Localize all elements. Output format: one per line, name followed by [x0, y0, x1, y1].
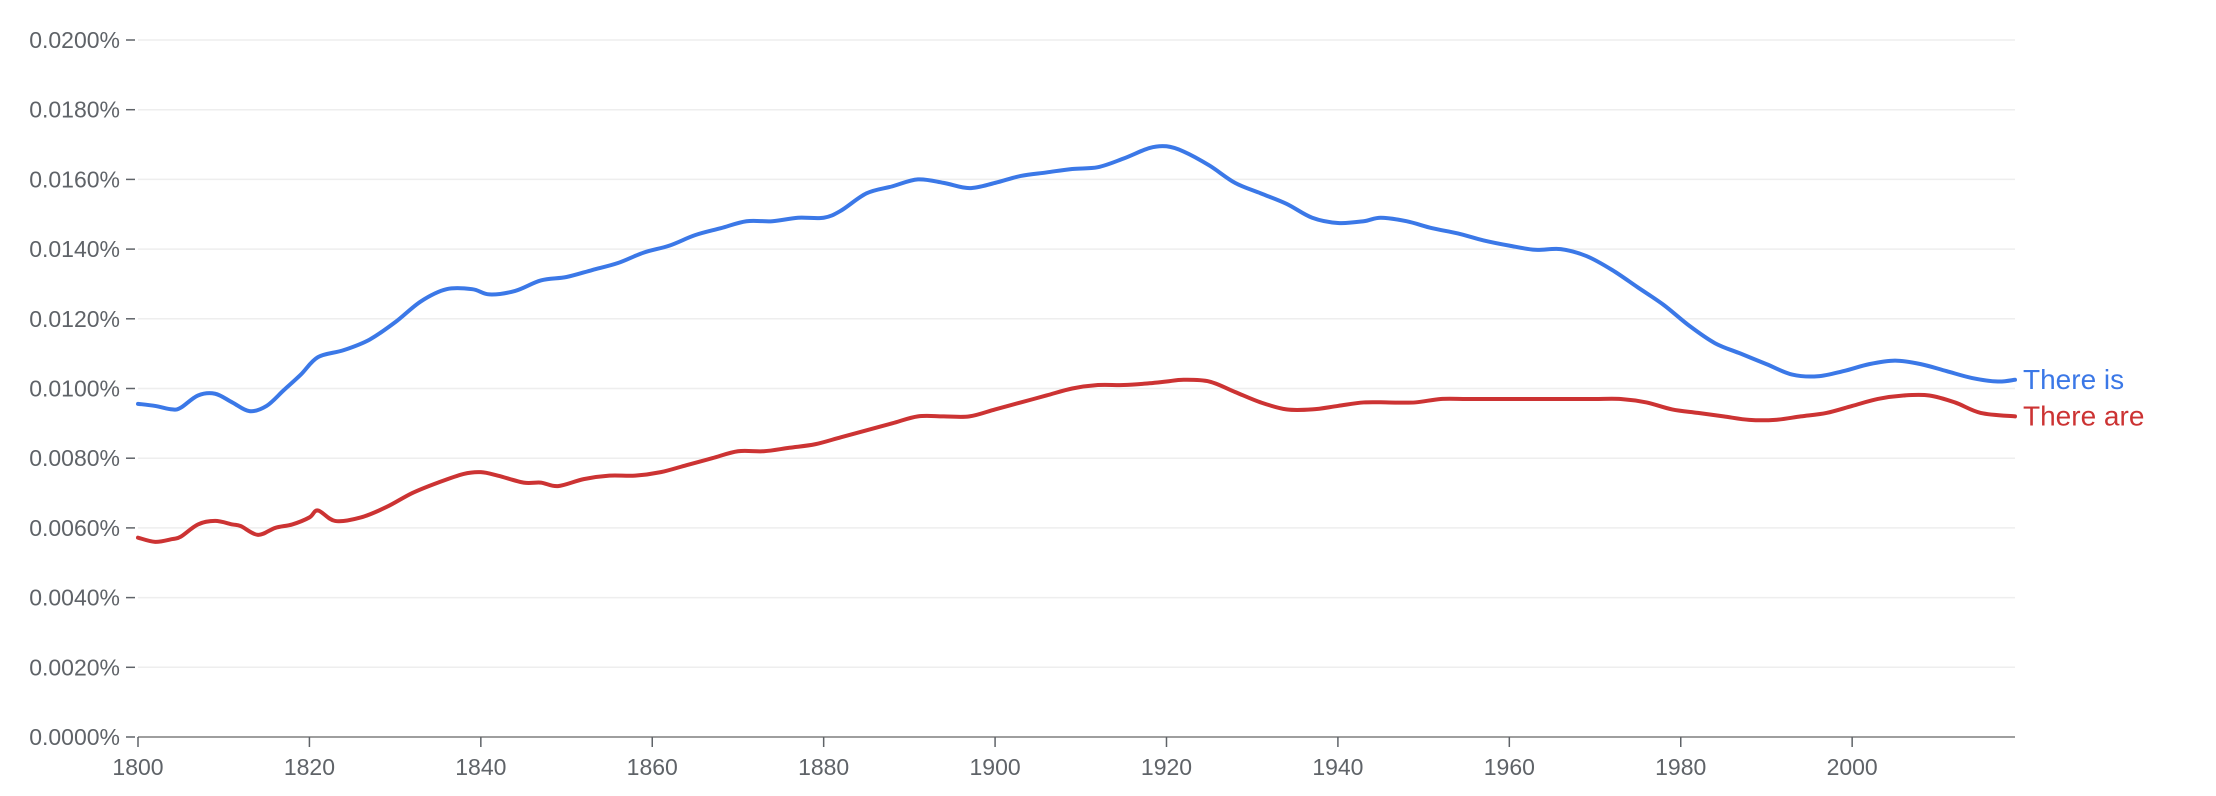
series-layer: [136, 144, 2017, 544]
y-tick-label: 0.0180%: [29, 97, 120, 123]
series-line-there-is: [136, 144, 2017, 414]
x-tick-label: 1960: [1484, 754, 1535, 780]
x-tick-label: 1800: [112, 754, 163, 780]
series-label-there-are: There are: [2023, 400, 2144, 431]
y-tick-label: 0.0000%: [29, 724, 120, 750]
x-tick-label: 1860: [627, 754, 678, 780]
x-tick-label: 1880: [798, 754, 849, 780]
y-tick-label: 0.0040%: [29, 585, 120, 611]
x-tick-label: 2000: [1827, 754, 1878, 780]
x-tick-label: 1820: [284, 754, 335, 780]
series-line-there-are: [136, 377, 2017, 544]
x-tick-label: 1840: [455, 754, 506, 780]
series-label-layer: There is There are: [2023, 364, 2144, 432]
y-tick-label: 0.0060%: [29, 515, 120, 541]
y-tick-label: 0.0020%: [29, 654, 120, 680]
axis-layer: 0.0000% 0.0020% 0.0040% 0.0060% 0.0080% 0.010…: [29, 27, 2015, 780]
x-tick-label: 1940: [1312, 754, 1363, 780]
x-tick-label: 1920: [1141, 754, 1192, 780]
x-tick-label: 1900: [969, 754, 1020, 780]
series-label-there-is: There is: [2023, 364, 2124, 395]
y-tick-label: 0.0200%: [29, 27, 120, 53]
y-tick-label: 0.0100%: [29, 376, 120, 402]
grid-layer: [138, 39, 2015, 669]
y-tick-label: 0.0160%: [29, 166, 120, 192]
x-tick-label: 1980: [1655, 754, 1706, 780]
y-tick-label: 0.0140%: [29, 236, 120, 262]
y-tick-label: 0.0120%: [29, 306, 120, 332]
y-tick-label: 0.0080%: [29, 445, 120, 471]
